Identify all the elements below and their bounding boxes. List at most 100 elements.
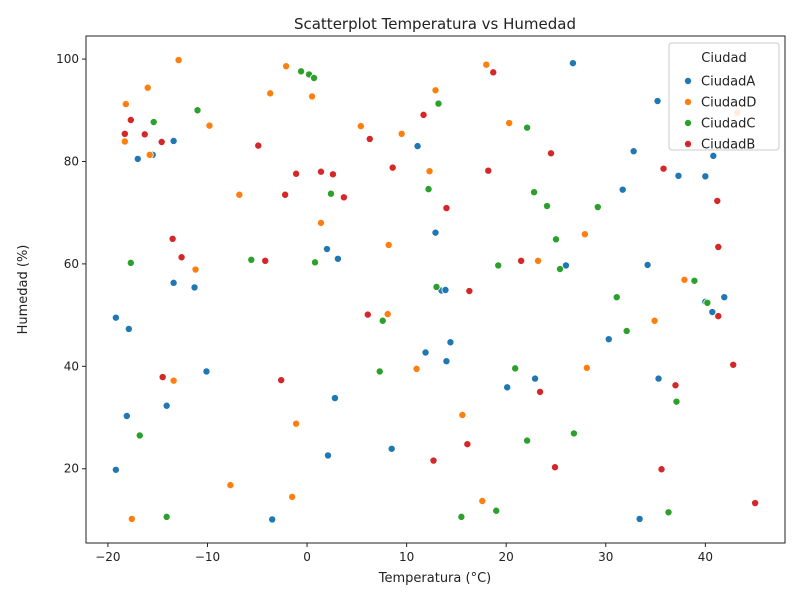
point-ciudadc-3: [434, 99, 443, 108]
point-ciudadc-31: [457, 512, 466, 521]
point-ciudadc-12: [551, 235, 560, 244]
point-ciudadc-11: [593, 203, 602, 212]
point-ciudada-15: [190, 283, 199, 292]
point-ciudada-32: [503, 383, 512, 392]
point-ciudadc-10: [543, 202, 552, 211]
point-ciudada-8: [618, 185, 627, 194]
point-ciudadb-33: [429, 456, 438, 465]
point-ciudadb-7: [365, 134, 374, 143]
point-ciudadc-20: [690, 276, 699, 285]
point-ciudadd-6: [431, 86, 440, 95]
point-ciudadd-7: [121, 100, 130, 109]
legend-marker-ciudadd: [684, 98, 693, 107]
point-ciudadc-22: [378, 316, 387, 325]
point-ciudada-39: [268, 515, 277, 524]
point-ciudadb-12: [388, 163, 397, 172]
point-ciudadd-16: [235, 190, 244, 199]
point-ciudadb-14: [659, 164, 668, 173]
point-ciudadc-5: [149, 118, 158, 127]
point-ciudadc-32: [492, 506, 501, 515]
point-ciudadb-31: [536, 387, 545, 396]
point-ciudadc-30: [162, 512, 171, 521]
point-ciudada-40: [635, 514, 644, 523]
legend-label-ciudadc: CiudadC: [701, 117, 755, 132]
point-ciudada-22: [720, 293, 729, 302]
point-ciudadb-3: [120, 129, 129, 138]
point-ciudadd-10: [205, 121, 214, 130]
y-tick-label: 60: [64, 257, 79, 271]
point-ciudadb-24: [465, 287, 474, 296]
point-ciudadb-17: [442, 204, 451, 213]
legend-box: [668, 42, 780, 151]
x-tick-label: 20: [499, 550, 514, 564]
point-ciudada-21: [708, 308, 717, 317]
point-ciudadd-26: [582, 363, 591, 372]
legend-marker-ciudadb: [684, 139, 693, 148]
x-tick-label: −10: [195, 550, 220, 564]
point-ciudada-30: [531, 374, 540, 383]
point-ciudadc-7: [326, 189, 335, 198]
point-ciudadb-11: [328, 170, 337, 179]
y-tick-label: 80: [64, 154, 79, 168]
point-ciudadb-4: [140, 130, 149, 139]
point-ciudadc-24: [375, 367, 384, 376]
point-ciudadd-12: [397, 129, 406, 138]
legend: Ciudad CiudadA CiudadD CiudadC CiudadB: [668, 42, 780, 153]
point-ciudadc-25: [511, 364, 520, 373]
point-ciudadb-6: [254, 141, 263, 150]
point-ciudadb-10: [316, 167, 325, 176]
legend-marker-ciudada: [684, 77, 693, 86]
point-ciudadd-33: [127, 514, 136, 523]
y-tick-label: 20: [64, 462, 79, 476]
point-ciudadb-30: [729, 360, 738, 369]
y-axis: 20 40 60 80 100: [56, 52, 86, 476]
x-tick-label: 40: [698, 550, 713, 564]
point-ciudadc-0: [297, 67, 306, 76]
point-ciudada-10: [701, 172, 710, 181]
point-ciudadd-27: [169, 376, 178, 385]
point-ciudada-35: [330, 394, 339, 403]
point-ciudadb-32: [463, 440, 472, 449]
point-ciudadb-29: [671, 381, 680, 390]
point-ciudadd-4: [266, 89, 275, 98]
point-ciudada-11: [431, 228, 440, 237]
point-ciudadd-22: [680, 275, 689, 284]
point-ciudada-33: [162, 401, 171, 410]
point-ciudada-12: [322, 245, 331, 254]
point-ciudadc-28: [523, 436, 532, 445]
point-ciudada-29: [202, 367, 211, 376]
point-ciudadc-8: [424, 185, 433, 194]
point-ciudadc-33: [664, 508, 673, 517]
point-ciudada-3: [169, 136, 178, 145]
point-ciudadc-27: [135, 431, 144, 440]
point-ciudada-36: [323, 451, 332, 460]
point-ciudadd-23: [383, 310, 392, 319]
x-tick-label: 0: [303, 550, 311, 564]
point-ciudadd-17: [316, 218, 325, 227]
point-ciudadc-18: [432, 282, 441, 291]
point-ciudadb-26: [714, 312, 723, 321]
point-ciudada-24: [124, 324, 133, 333]
point-ciudada-2: [413, 142, 422, 151]
point-ciudada-7: [709, 151, 718, 160]
point-ciudada-26: [421, 348, 430, 357]
point-ciudadb-25: [363, 310, 372, 319]
point-ciudadd-11: [356, 122, 365, 131]
point-ciudadc-2: [310, 73, 319, 82]
point-ciudada-27: [442, 357, 451, 366]
point-ciudada-37: [387, 444, 396, 453]
point-ciudada-5: [133, 154, 142, 163]
point-ciudadd-5: [308, 92, 317, 101]
point-ciudadd-15: [425, 167, 434, 176]
point-ciudadd-18: [580, 230, 589, 239]
point-ciudadb-21: [261, 256, 270, 265]
point-ciudada-1: [653, 97, 662, 106]
point-ciudadd-1: [282, 62, 291, 71]
point-ciudada-9: [674, 171, 683, 180]
point-ciudada-17: [441, 286, 450, 295]
point-ciudadc-17: [555, 265, 564, 274]
legend-label-ciudadd: CiudadD: [701, 96, 756, 111]
y-tick-label: 100: [56, 52, 79, 66]
point-ciudadc-29: [569, 429, 578, 438]
